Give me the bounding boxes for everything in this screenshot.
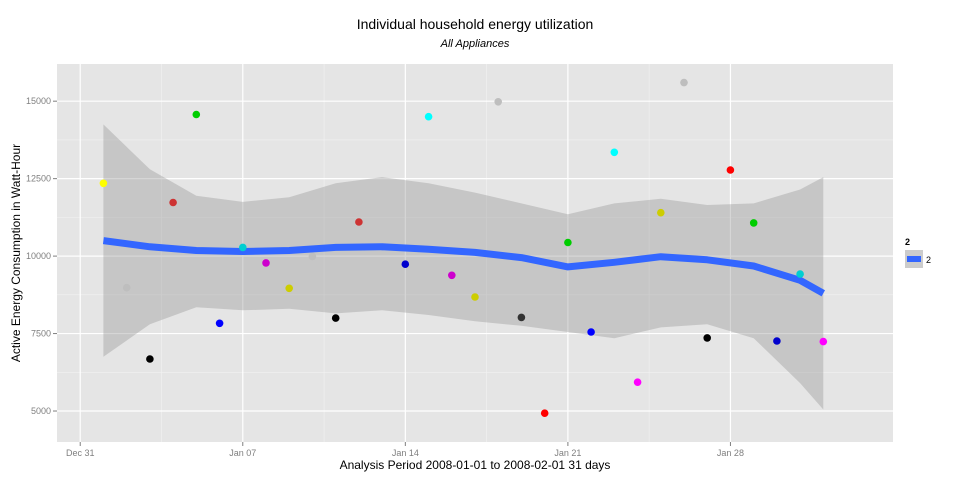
x-tick-label: Jan 28 bbox=[717, 448, 744, 458]
data-point bbox=[122, 283, 131, 292]
data-point bbox=[146, 355, 154, 363]
data-point bbox=[819, 337, 828, 346]
data-point bbox=[749, 219, 758, 227]
legend-entry-label: 2 bbox=[926, 255, 931, 265]
y-tick-label: 15000 bbox=[26, 96, 51, 106]
smooth-line-layer bbox=[102, 237, 826, 297]
confidence-band-layer bbox=[103, 124, 824, 410]
data-point bbox=[540, 409, 549, 418]
data-point bbox=[169, 198, 177, 207]
x-tick-label: Jan 14 bbox=[392, 448, 419, 458]
smooth-trend-line bbox=[102, 237, 826, 297]
x-tick-label: Dec 31 bbox=[66, 448, 95, 458]
x-tick-label: Jan 21 bbox=[554, 448, 581, 458]
x-tick-label: Jan 07 bbox=[229, 448, 256, 458]
data-point bbox=[331, 314, 340, 322]
data-point bbox=[285, 284, 294, 293]
data-point bbox=[239, 243, 247, 252]
legend: 2 2 bbox=[905, 237, 931, 268]
y-tick-label: 12500 bbox=[26, 174, 51, 184]
data-point bbox=[703, 334, 711, 342]
y-axis-title: Active Energy Consumption in Watt-Hour bbox=[9, 144, 23, 362]
legend-key-swatch bbox=[907, 256, 921, 262]
data-point bbox=[262, 259, 270, 267]
data-point bbox=[564, 238, 572, 247]
data-point bbox=[517, 313, 526, 322]
data-point bbox=[773, 337, 781, 345]
data-point bbox=[726, 166, 735, 174]
confidence-band bbox=[103, 124, 824, 410]
data-point bbox=[192, 110, 201, 119]
data-point bbox=[424, 112, 433, 121]
data-point bbox=[355, 218, 363, 226]
data-point bbox=[796, 270, 804, 278]
data-point bbox=[587, 328, 595, 336]
legend-title: 2 bbox=[905, 237, 910, 247]
data-point bbox=[494, 98, 503, 106]
data-point bbox=[471, 293, 479, 301]
data-point bbox=[401, 260, 410, 269]
data-point bbox=[680, 78, 688, 87]
data-point bbox=[99, 179, 108, 188]
data-point bbox=[633, 378, 642, 387]
data-point bbox=[215, 319, 224, 328]
y-tick-label: 10000 bbox=[26, 251, 51, 261]
data-point bbox=[610, 148, 619, 157]
x-axis-title: Analysis Period 2008-01-01 to 2008-02-01… bbox=[340, 458, 611, 472]
y-tick-label: 7500 bbox=[31, 329, 51, 339]
y-axis-ticks: 5000 7500 10000 12500 15000 bbox=[26, 96, 57, 416]
data-point bbox=[448, 271, 456, 280]
x-axis-ticks: Dec 31 Jan 07 Jan 14 Jan 21 Jan 28 bbox=[66, 442, 744, 458]
points-layer bbox=[99, 78, 828, 418]
chart-title: Individual household energy utilization bbox=[357, 16, 594, 32]
data-point bbox=[657, 208, 665, 217]
chart-subtitle: All Appliances bbox=[440, 38, 510, 50]
data-point bbox=[308, 252, 317, 261]
y-tick-label: 5000 bbox=[31, 406, 51, 416]
